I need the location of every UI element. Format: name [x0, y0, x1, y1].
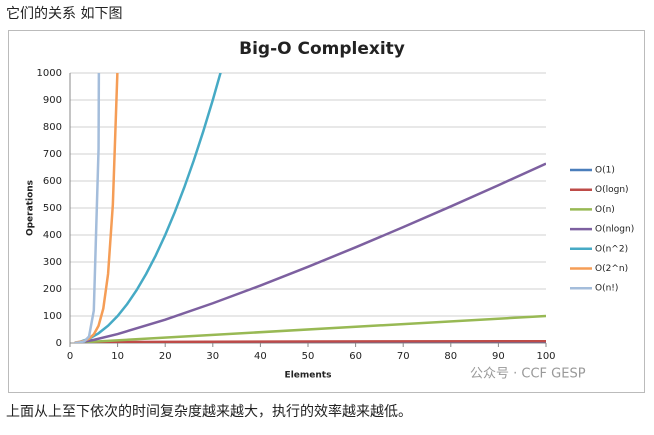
legend-label: O(logn): [595, 185, 629, 195]
x-tick-label: 70: [397, 351, 410, 362]
series-line: [74, 73, 222, 343]
footer-text: 上面从上至下依次的时间复杂度越来越大，执行的效率越来越低。: [6, 403, 412, 420]
header-text: 它们的关系 如下图: [6, 5, 122, 22]
x-tick-label: 0: [67, 351, 73, 362]
y-tick-label: 100: [43, 311, 62, 322]
x-tick-label: 50: [302, 351, 315, 362]
y-tick-label: 400: [43, 230, 62, 241]
x-axis-label: Elements: [285, 371, 332, 381]
x-tick-label: 30: [206, 351, 219, 362]
series-line: [74, 314, 546, 343]
legend-label: O(nlogn): [595, 225, 634, 235]
x-tick-label: 100: [536, 351, 555, 362]
series-line: [74, 162, 546, 343]
legend-label: O(n!): [595, 284, 618, 294]
y-tick-label: 300: [43, 257, 62, 268]
x-tick-label: 90: [492, 351, 505, 362]
x-tick-label: 20: [159, 351, 172, 362]
y-tick-label: 600: [43, 176, 62, 187]
chart-frame: [8, 30, 645, 393]
y-tick-label: 900: [43, 95, 62, 106]
legend-label: O(2^n): [595, 264, 628, 274]
x-tick-label: 40: [254, 351, 267, 362]
legend-label: O(n^2): [595, 244, 628, 254]
y-tick-label: 1000: [37, 68, 62, 79]
y-tick-label: 500: [43, 203, 62, 214]
y-tick-label: 200: [43, 284, 62, 295]
series-line: [74, 73, 101, 343]
y-tick-label: 800: [43, 122, 62, 133]
chart-title: Big-O Complexity: [239, 39, 405, 59]
x-tick-label: 60: [349, 351, 362, 362]
legend-label: O(n): [595, 205, 615, 215]
x-tick-label: 80: [444, 351, 457, 362]
y-axis-label: Operations: [26, 180, 36, 236]
x-tick-label: 10: [111, 351, 124, 362]
legend-label: O(1): [595, 166, 615, 176]
y-tick-label: 700: [43, 149, 62, 160]
plot-lines: [74, 73, 546, 343]
y-tick-label: 0: [56, 338, 62, 349]
watermark: 公众号 · CCF GESP: [470, 367, 586, 382]
